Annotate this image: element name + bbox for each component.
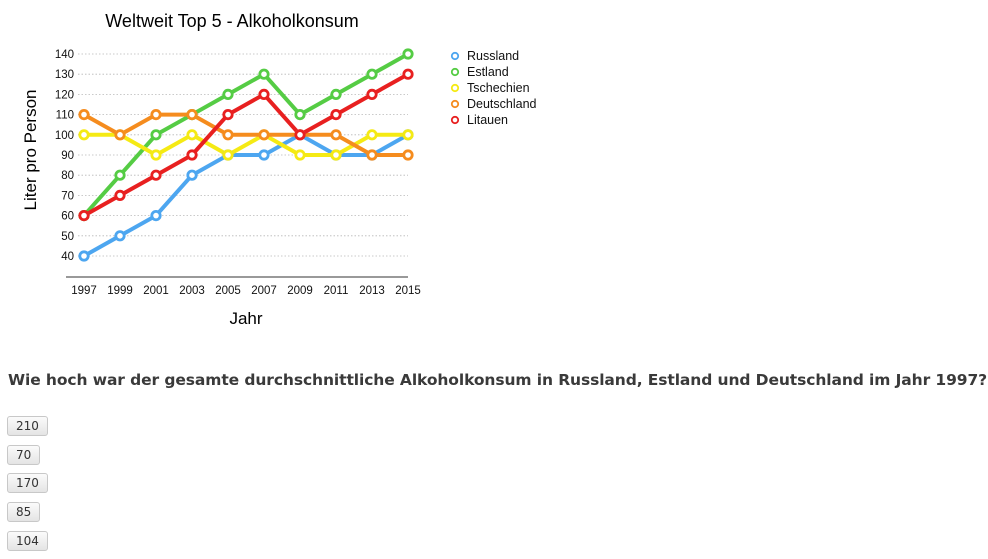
y-tick-label: 70 [61,190,74,202]
data-point-russland [78,250,90,262]
data-point-tschechien [186,129,198,141]
data-point-tschechien [366,129,378,141]
data-point-deutschland [366,149,378,161]
data-point-litauen [186,149,198,161]
y-tick-label: 110 [56,110,74,122]
series-line-estland [82,52,410,218]
data-point-deutschland [150,109,162,121]
answer-list: 210 70 170 85 104 [7,416,48,559]
data-point-tschechien [402,129,414,141]
data-point-estland [222,88,234,101]
answer-option[interactable]: 170 [7,473,48,494]
data-point-deutschland [258,129,270,141]
x-tick-label: 2001 [143,285,169,297]
x-tick-label: 2011 [324,285,349,297]
data-point-litauen [222,109,234,121]
series-line-litauen [82,72,410,218]
y-tick-label: 90 [61,150,74,162]
data-point-deutschland [78,109,90,121]
data-point-deutschland [114,129,126,141]
answer-option[interactable]: 104 [7,530,48,551]
data-point-litauen [114,189,126,201]
series-line-deutschland [82,112,410,157]
data-point-estland [258,68,270,80]
legend-marker-russland [450,51,460,61]
data-point-russland [150,210,162,222]
x-axis-label: Jahr [229,309,262,328]
legend-marker-deutschland [450,99,460,109]
chart-title: Weltweit Top 5 - Alkoholkonsum [105,11,358,31]
y-axis-label: Liter pro Person [21,90,40,211]
y-tick-label: 130 [55,69,74,81]
x-tick-label: 2005 [215,285,241,297]
y-tick-label: 80 [61,170,74,182]
data-point-litauen [402,68,414,80]
series-line-tschechien [82,132,410,157]
legend-label: Tschechien [467,81,530,95]
data-point-estland [402,48,414,60]
y-tick-label: 100 [55,130,74,142]
data-point-russland [114,230,126,242]
legend-label: Russland [467,49,519,63]
answer-option[interactable]: 210 [7,416,48,436]
data-point-estland [294,109,306,121]
legend-marker-litauen [450,115,460,125]
data-point-russland [186,169,198,181]
y-tick-label: 140 [55,49,74,61]
answer-option[interactable]: 70 [7,444,41,465]
y-tick-label: 60 [61,211,74,223]
answer-option[interactable]: 85 [7,502,41,523]
data-point-deutschland [222,129,234,141]
data-point-litauen [294,129,306,141]
data-point-deutschland [330,129,342,141]
data-point-litauen [366,88,378,101]
x-tick-label: 1999 [107,285,133,297]
data-point-deutschland [186,109,198,121]
data-point-estland [330,88,342,101]
y-tick-label: 50 [61,231,74,243]
data-point-deutschland [402,149,414,161]
y-tick-label: 40 [61,251,74,263]
x-tick-label: 1997 [71,285,97,297]
data-point-litauen [78,210,90,222]
data-point-estland [114,169,126,181]
data-point-tschechien [150,149,162,161]
y-tick-label: 120 [55,89,74,101]
x-tick-label: 2007 [251,285,277,297]
data-point-tschechien [78,129,90,141]
legend-label: Litauen [467,113,508,127]
legend-label: Estland [467,65,509,79]
x-tick-label: 2009 [287,285,313,297]
data-point-estland [366,68,378,80]
data-point-litauen [330,109,342,121]
data-point-litauen [258,88,270,101]
data-point-russland [258,149,270,161]
legend-marker-tschechien [450,83,460,93]
line-chart: Weltweit Top 5 - Alkoholkonsum 40 50 60 70 80… [21,11,537,328]
question-text: Wie hoch war der gesamte durchschnittlic… [8,371,988,389]
data-point-tschechien [294,149,306,161]
x-tick-label: 2015 [395,285,421,297]
data-point-litauen [150,169,162,181]
x-tick-label: 2013 [359,285,385,297]
data-point-tschechien [222,149,234,161]
legend-marker-estland [450,67,460,77]
data-point-estland [150,129,162,141]
series-line-russland [82,132,410,258]
x-tick-label: 2003 [179,285,205,297]
data-point-tschechien [330,149,342,161]
legend-label: Deutschland [467,97,537,111]
